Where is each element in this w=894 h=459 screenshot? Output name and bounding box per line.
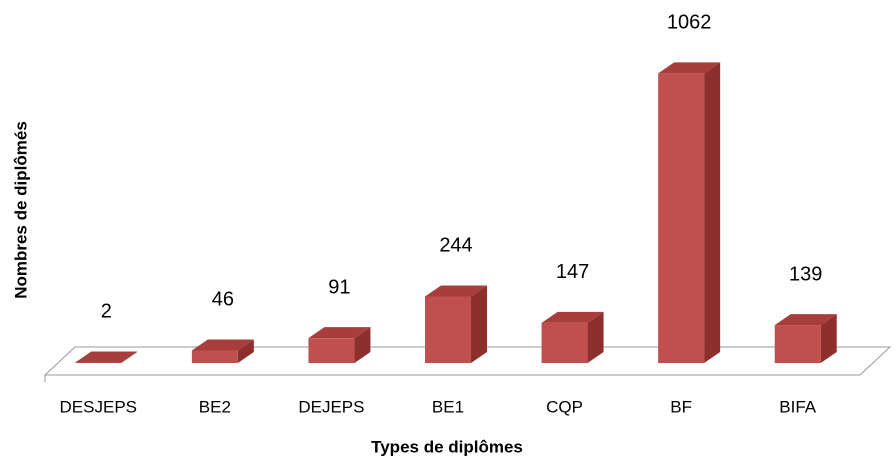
bar-side <box>704 62 721 363</box>
bar-top <box>658 62 721 74</box>
bar-side <box>820 314 837 363</box>
bar-top <box>425 285 487 297</box>
value-label: 91 <box>328 276 350 298</box>
bar-top <box>774 314 837 326</box>
x-tick-label: CQP <box>546 397 583 416</box>
bar <box>75 362 122 363</box>
y-axis-title: Nombres de diplômés <box>11 121 30 299</box>
value-label: 1062 <box>667 12 712 34</box>
bar <box>308 338 355 363</box>
x-tick-label: BE1 <box>432 397 464 416</box>
bar-side <box>354 327 371 363</box>
bar <box>191 350 238 363</box>
x-axis-title: Types de diplômes <box>371 437 523 456</box>
value-label: 46 <box>212 289 234 311</box>
value-label: 2 <box>101 301 112 323</box>
bar-top <box>541 311 604 323</box>
bar-side <box>121 351 138 363</box>
x-tick-label: BE2 <box>199 397 231 416</box>
bar-side <box>237 339 254 363</box>
x-tick-label: DESJEPS <box>60 397 137 416</box>
bar-top <box>191 339 254 351</box>
bar-top <box>308 327 371 339</box>
value-label: 147 <box>556 261 589 283</box>
x-tick-label: DEJEPS <box>298 397 364 416</box>
bar <box>658 73 705 363</box>
value-label: 244 <box>439 235 472 257</box>
bar <box>425 296 471 363</box>
x-tick-label: BIFA <box>779 397 817 416</box>
bar-side <box>587 311 604 363</box>
bar <box>774 325 821 363</box>
bar <box>541 322 588 363</box>
x-tick-label: BF <box>670 397 692 416</box>
bar-top <box>75 351 138 363</box>
bar-side <box>471 285 487 363</box>
value-label: 139 <box>789 263 822 285</box>
